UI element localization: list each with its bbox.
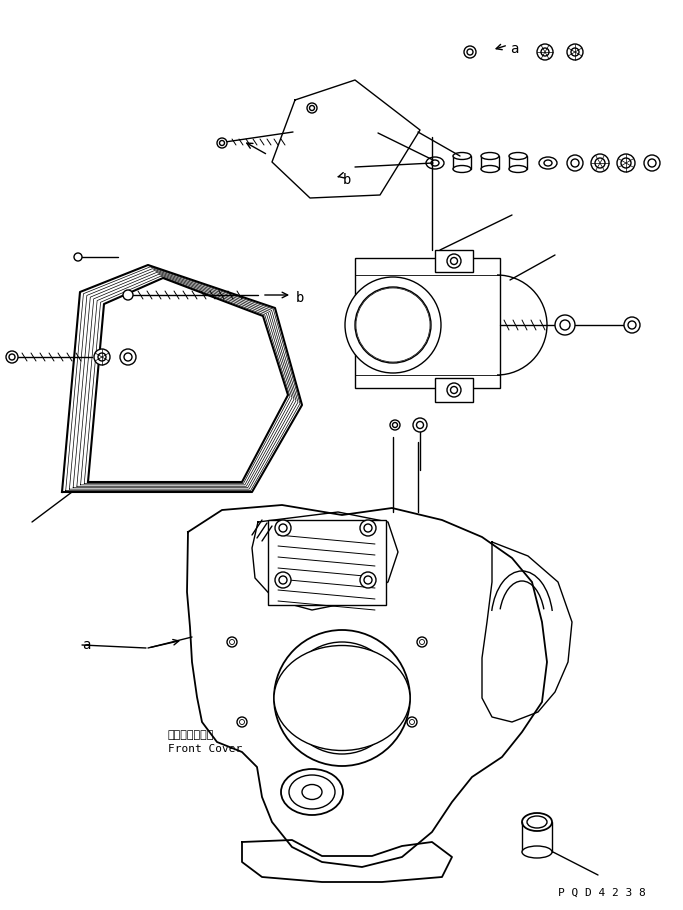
Ellipse shape xyxy=(281,769,343,815)
Circle shape xyxy=(286,642,398,754)
Ellipse shape xyxy=(289,775,335,809)
Circle shape xyxy=(644,155,660,171)
Circle shape xyxy=(364,296,422,354)
Circle shape xyxy=(219,140,225,146)
Circle shape xyxy=(447,254,461,268)
Bar xyxy=(509,156,527,169)
Circle shape xyxy=(279,576,287,584)
Circle shape xyxy=(360,572,376,588)
Circle shape xyxy=(124,353,132,361)
Ellipse shape xyxy=(274,645,410,751)
Circle shape xyxy=(595,158,605,168)
Bar xyxy=(435,378,473,402)
Ellipse shape xyxy=(453,166,471,173)
Ellipse shape xyxy=(509,153,527,159)
Circle shape xyxy=(560,320,570,330)
Circle shape xyxy=(312,668,372,728)
Circle shape xyxy=(309,106,314,110)
Ellipse shape xyxy=(539,157,557,169)
Circle shape xyxy=(217,138,227,148)
Circle shape xyxy=(571,159,579,167)
Circle shape xyxy=(541,48,549,56)
Circle shape xyxy=(407,717,417,727)
Circle shape xyxy=(364,576,372,584)
Circle shape xyxy=(628,321,636,329)
Circle shape xyxy=(451,258,458,265)
Text: b: b xyxy=(296,291,305,305)
Circle shape xyxy=(237,717,247,727)
Circle shape xyxy=(279,524,287,532)
Circle shape xyxy=(94,349,110,365)
Circle shape xyxy=(307,103,317,113)
Circle shape xyxy=(9,354,15,360)
Circle shape xyxy=(368,300,418,350)
Circle shape xyxy=(275,520,291,536)
Bar xyxy=(268,520,386,605)
Circle shape xyxy=(417,421,423,429)
Circle shape xyxy=(123,290,133,300)
Ellipse shape xyxy=(544,160,552,166)
Circle shape xyxy=(120,349,136,365)
Circle shape xyxy=(567,44,583,60)
Circle shape xyxy=(360,520,376,536)
Ellipse shape xyxy=(527,816,547,828)
Circle shape xyxy=(356,288,430,362)
Circle shape xyxy=(74,253,82,261)
Bar xyxy=(435,250,473,272)
Circle shape xyxy=(567,155,583,171)
Ellipse shape xyxy=(453,153,471,159)
Text: a: a xyxy=(510,42,518,56)
Circle shape xyxy=(467,49,473,55)
Circle shape xyxy=(648,159,656,167)
Circle shape xyxy=(345,277,441,373)
Circle shape xyxy=(360,292,426,358)
Circle shape xyxy=(464,46,476,58)
Ellipse shape xyxy=(522,813,552,831)
Circle shape xyxy=(275,572,291,588)
Circle shape xyxy=(410,720,415,724)
Circle shape xyxy=(383,315,403,335)
Circle shape xyxy=(624,317,640,333)
Text: P Q D 4 2 3 8: P Q D 4 2 3 8 xyxy=(558,888,645,898)
Circle shape xyxy=(413,418,427,432)
Text: Front Cover: Front Cover xyxy=(168,744,242,754)
Circle shape xyxy=(274,630,410,766)
Bar xyxy=(481,156,499,169)
Bar xyxy=(453,156,471,169)
Circle shape xyxy=(355,287,431,363)
Circle shape xyxy=(98,353,106,361)
Text: フロントカバー: フロントカバー xyxy=(168,730,214,740)
Ellipse shape xyxy=(426,157,444,169)
Ellipse shape xyxy=(481,166,499,173)
Circle shape xyxy=(419,640,425,644)
Ellipse shape xyxy=(431,160,439,166)
Ellipse shape xyxy=(481,153,499,159)
Bar xyxy=(355,258,500,388)
Circle shape xyxy=(451,387,458,393)
Text: b: b xyxy=(343,173,351,187)
Circle shape xyxy=(390,420,400,430)
Circle shape xyxy=(555,315,575,335)
Circle shape xyxy=(229,640,234,644)
Ellipse shape xyxy=(522,846,552,858)
Circle shape xyxy=(6,351,18,363)
Circle shape xyxy=(537,44,553,60)
Ellipse shape xyxy=(302,784,322,800)
Circle shape xyxy=(393,422,398,428)
Circle shape xyxy=(571,48,579,56)
Circle shape xyxy=(364,524,372,532)
Text: a: a xyxy=(82,638,90,652)
Circle shape xyxy=(621,158,631,168)
Circle shape xyxy=(447,383,461,397)
Circle shape xyxy=(240,720,245,724)
Ellipse shape xyxy=(509,166,527,173)
Circle shape xyxy=(591,154,609,172)
Circle shape xyxy=(227,637,237,647)
Circle shape xyxy=(371,303,415,347)
Circle shape xyxy=(617,154,635,172)
Circle shape xyxy=(417,637,427,647)
